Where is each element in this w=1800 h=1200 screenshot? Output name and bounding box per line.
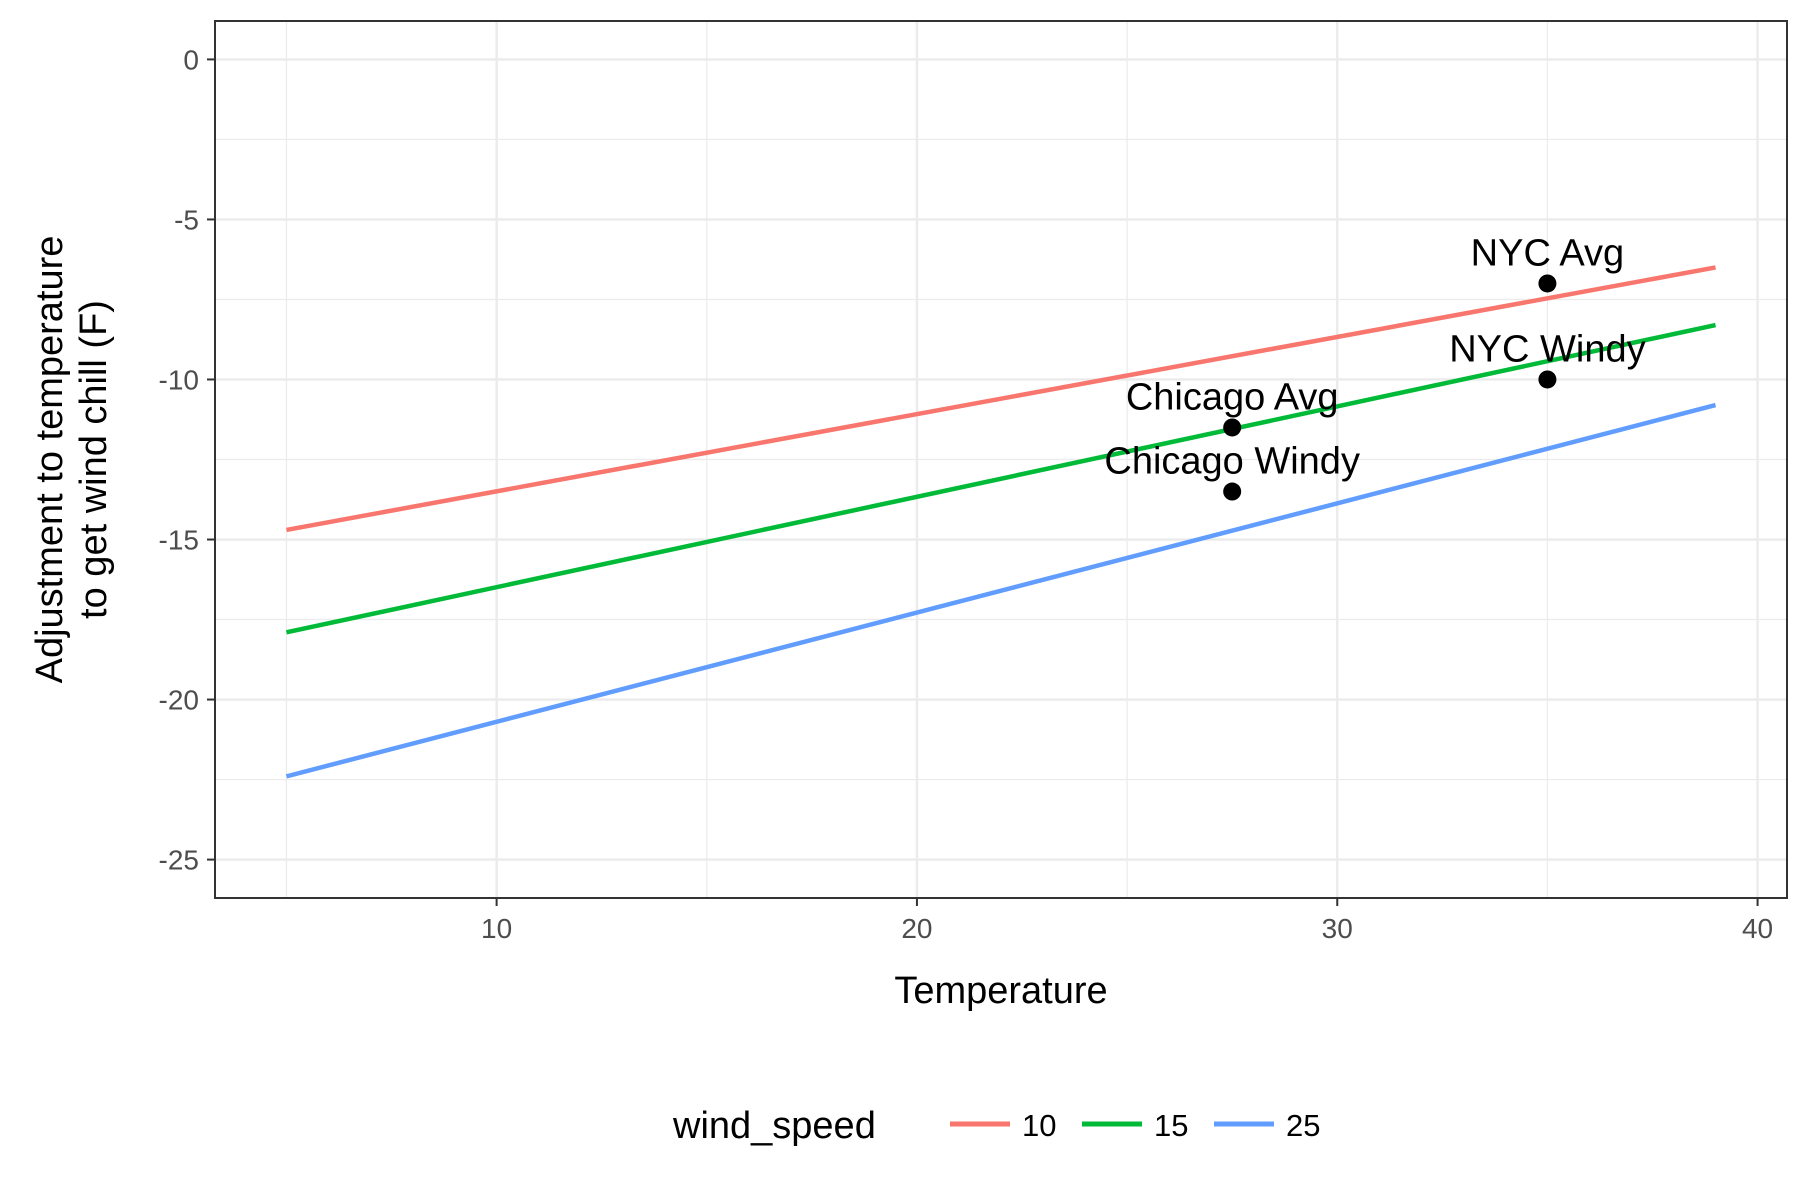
- legend: wind_speed 10 15 25: [672, 1105, 1320, 1147]
- grid-major: [215, 21, 1787, 898]
- data-point: [1538, 274, 1557, 293]
- x-tick-label: 10: [481, 913, 512, 944]
- legend-label-15: 15: [1154, 1108, 1188, 1143]
- series-line-15: [285, 322, 1717, 635]
- labeled-points: NYC Avg NYC Windy Chicago Avg Chicago Windy: [1104, 232, 1646, 501]
- y-axis-title-line-1: Adjustment to temperature: [29, 236, 71, 684]
- x-tick-label: 30: [1322, 913, 1353, 944]
- data-point: [1538, 370, 1557, 389]
- y-tick-label: -25: [159, 845, 199, 876]
- y-axis-title: Adjustment to temperature to get wind ch…: [29, 236, 115, 684]
- y-tick-label: -10: [159, 364, 199, 395]
- x-tick-label: 40: [1742, 913, 1773, 944]
- series-line-25: [285, 402, 1717, 779]
- data-point: [1223, 482, 1242, 501]
- x-tick-label: 20: [901, 913, 932, 944]
- series-lines: [285, 265, 1717, 779]
- panel-border: [214, 20, 1788, 899]
- x-axis-title: Temperature: [894, 970, 1107, 1012]
- legend-label-25: 25: [1286, 1108, 1320, 1143]
- axis-ticks: [207, 58, 1759, 906]
- y-tick-label: -20: [159, 685, 199, 716]
- series-line-10: [286, 265, 1716, 533]
- y-tick-label: 0: [183, 44, 199, 75]
- point-label: NYC Windy: [1449, 328, 1645, 370]
- legend-label-10: 10: [1022, 1108, 1056, 1143]
- point-label: NYC Avg: [1471, 232, 1624, 274]
- y-axis-title-line-2: to get wind chill (F): [73, 300, 115, 619]
- y-tick-label: -15: [159, 525, 199, 556]
- tick-labels: 10 20 30 40 0 -5 -10 -15 -20 -25: [159, 44, 1774, 944]
- legend-title: wind_speed: [672, 1105, 876, 1147]
- legend-items: 10 15 25: [950, 1108, 1320, 1143]
- point-label: Chicago Avg: [1126, 376, 1339, 418]
- grid-minor: [215, 21, 1787, 898]
- y-tick-label: -5: [174, 204, 199, 235]
- data-point: [1223, 418, 1242, 437]
- point-label: Chicago Windy: [1104, 441, 1360, 483]
